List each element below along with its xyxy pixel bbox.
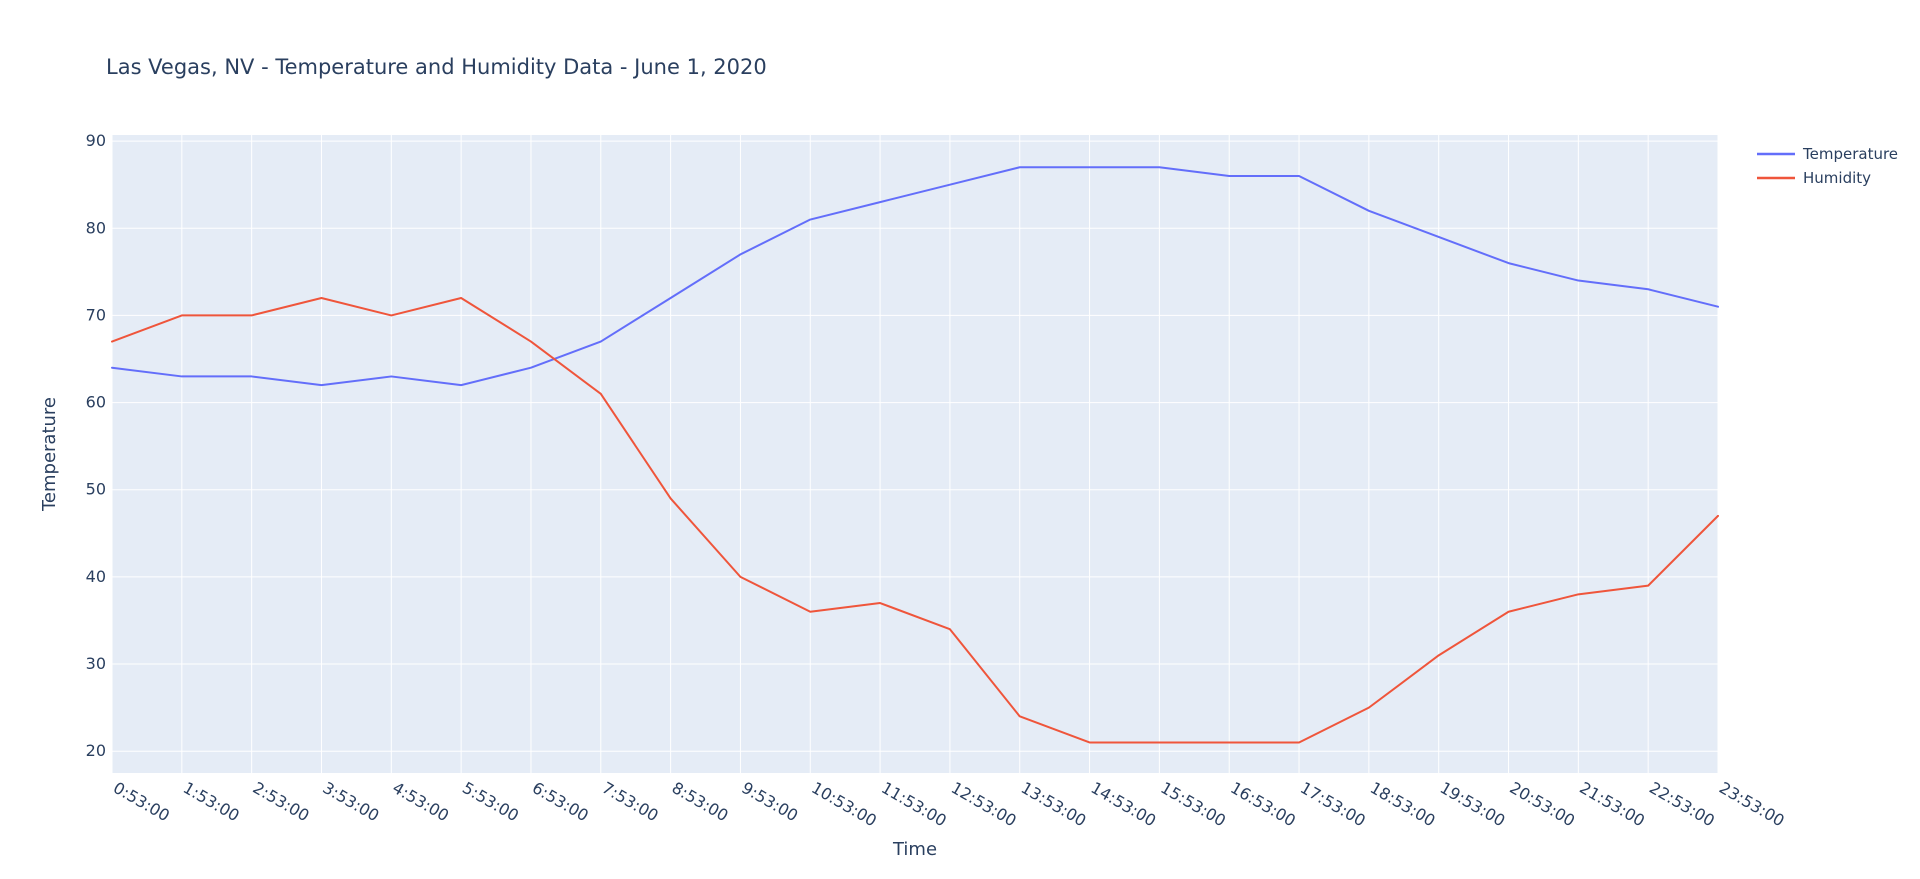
x-tick-label: 7:53:00 <box>599 778 662 825</box>
x-tick-label: 18:53:00 <box>1367 778 1439 830</box>
y-tick-label: 30 <box>86 654 106 673</box>
x-tick-label: 8:53:00 <box>669 778 732 825</box>
x-tick-label: 2:53:00 <box>250 778 313 825</box>
plot-area: 0:53:00 1:53:00 2:53:00 3:53:00 4:53:00 5:53:… <box>86 131 1788 830</box>
x-axis-title: Time <box>892 839 937 860</box>
legend-item-humidity[interactable]: Humidity <box>1757 169 1871 187</box>
chart-title: Las Vegas, NV - Temperature and Humidity… <box>106 55 767 79</box>
x-tick-label: 21:53:00 <box>1576 778 1648 830</box>
plot-background <box>112 135 1718 773</box>
series-line-temperature <box>111 166 1719 387</box>
x-tick-label: 20:53:00 <box>1507 778 1579 830</box>
x-tick-label: 17:53:00 <box>1297 778 1369 830</box>
x-tick-label: 15:53:00 <box>1157 778 1229 830</box>
y-tick-label: 90 <box>86 131 106 150</box>
x-tick-label: 12:53:00 <box>948 778 1020 830</box>
legend[interactable]: Temperature Humidity <box>1757 145 1898 187</box>
y-tick-label: 40 <box>86 567 106 586</box>
y-axis-title: Temperature <box>39 397 60 512</box>
x-tick-label: 0:53:00 <box>110 778 173 825</box>
x-tick-label: 10:53:00 <box>808 778 880 830</box>
y-tick-label: 70 <box>86 305 106 324</box>
x-tick-label: 19:53:00 <box>1437 778 1509 830</box>
x-tick-label: 13:53:00 <box>1018 778 1090 830</box>
x-tick-label: 3:53:00 <box>319 778 382 825</box>
x-tick-label: 6:53:00 <box>529 778 592 825</box>
legend-item-temperature[interactable]: Temperature <box>1757 145 1898 163</box>
y-tick-label: 20 <box>86 741 106 760</box>
x-tick-label: 9:53:00 <box>738 778 801 825</box>
x-tick-label: 5:53:00 <box>459 778 522 825</box>
series-line-humidity <box>111 296 1719 744</box>
x-tick-label: 16:53:00 <box>1227 778 1299 830</box>
x-tick-label: 22:53:00 <box>1646 778 1718 830</box>
legend-label-temperature: Temperature <box>1802 145 1898 163</box>
y-tick-label: 50 <box>86 480 106 499</box>
y-tick-label: 80 <box>86 218 106 237</box>
x-tick-label: 14:53:00 <box>1088 778 1160 830</box>
x-tick-label: 4:53:00 <box>389 778 452 825</box>
x-tick-label: 23:53:00 <box>1716 778 1788 830</box>
x-tick-label: 11:53:00 <box>878 778 950 830</box>
y-tick-label: 60 <box>86 393 106 412</box>
x-tick-label: 1:53:00 <box>180 778 243 825</box>
legend-label-humidity: Humidity <box>1803 169 1871 187</box>
